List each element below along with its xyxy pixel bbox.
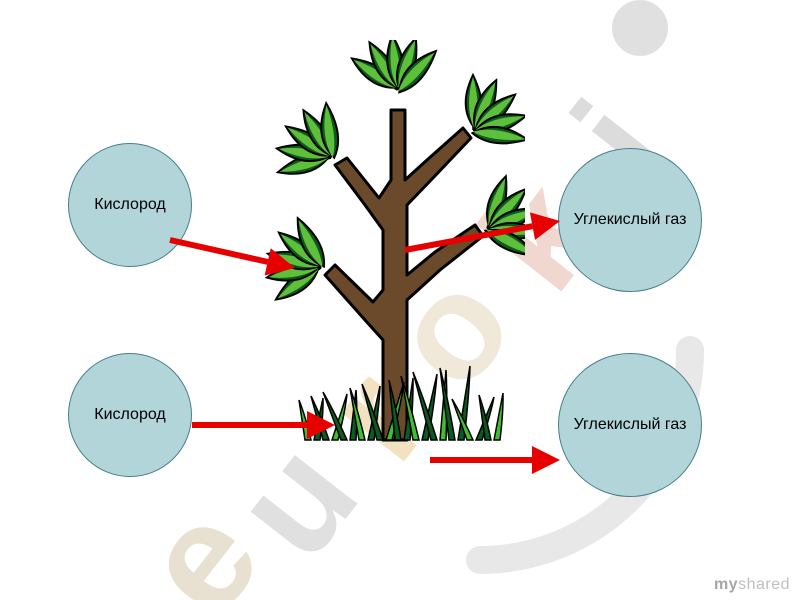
diagram-stage: euroki xyxy=(0,0,800,600)
footer-brand: myshared xyxy=(714,576,790,594)
arrows-layer xyxy=(0,0,800,600)
footer-brand-bold: my xyxy=(714,576,738,593)
footer-brand-rest: shared xyxy=(738,576,790,593)
